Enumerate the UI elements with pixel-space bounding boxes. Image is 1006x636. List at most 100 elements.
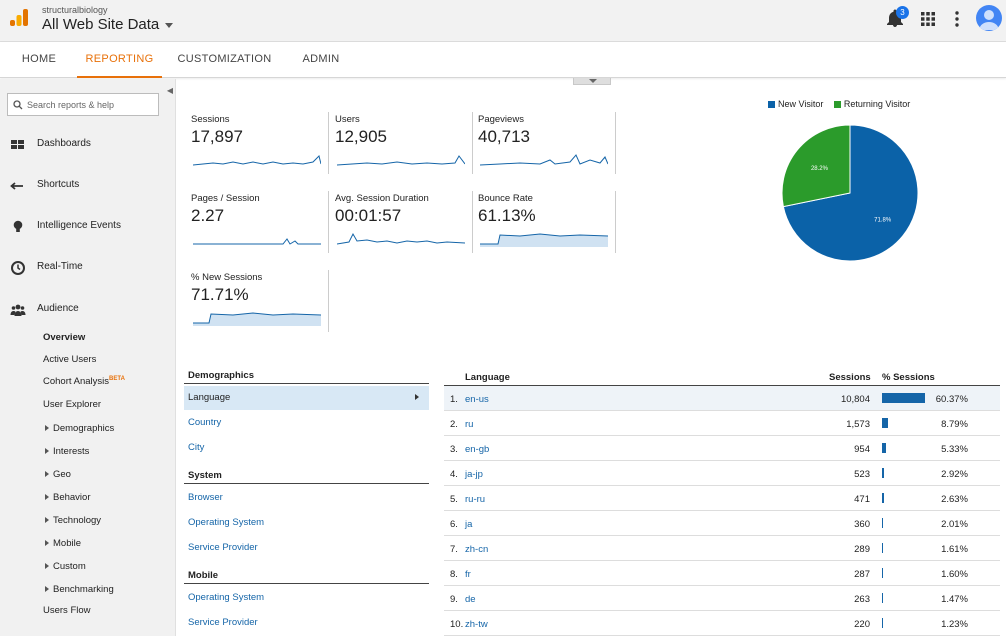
metric-avg-session-duration[interactable]: Avg. Session Duration 00:01:57 [335,191,473,253]
sidebar-sub-interests[interactable]: Interests [43,446,89,457]
expand-arrow-icon [45,517,49,524]
pct-value: 2.92% [941,469,968,480]
sidebar-item-intelligence-events[interactable]: Intelligence Events [0,216,164,238]
sidebar-item-audience[interactable]: Audience [0,299,164,321]
expand-arrow-icon [45,494,49,501]
table-row: 4. ja-jp 523 2.92% [444,461,1000,486]
pct-bar [882,468,884,478]
dim-link-country[interactable]: Country [188,417,222,428]
sidebar-item-real-time[interactable]: Real-Time [0,257,164,279]
metric-bounce-rate[interactable]: Bounce Rate 61.13% [478,191,616,253]
expand-arrow-icon [45,563,49,570]
pie-slice-new-visitor[interactable] [782,124,919,262]
scroll-up-tab[interactable] [573,78,611,85]
tab-admin[interactable]: ADMIN [302,53,340,65]
metric-pages-per-session[interactable]: Pages / Session 2.27 [191,191,329,253]
sidebar-sub-mobile[interactable]: Mobile [43,538,81,549]
pct-bar [882,593,883,603]
language-link[interactable]: zh-tw [465,619,488,630]
sidebar-sub-technology[interactable]: Technology [43,515,101,526]
account-avatar-icon[interactable] [976,5,1002,31]
metric-sessions[interactable]: Sessions 17,897 [191,112,329,174]
sessions-value: 263 [854,594,870,605]
dim-link-city[interactable]: City [188,442,205,453]
pct-value: 2.01% [941,519,968,530]
dim-link-browser[interactable]: Browser [188,492,223,503]
language-link[interactable]: ru [465,419,474,430]
metric-value: 17,897 [191,127,243,146]
sidebar-sub-cohort-analysis[interactable]: Cohort AnalysisBETA [43,376,125,387]
search-icon [13,100,23,110]
dim-link-mobile-service-provider[interactable]: Service Provider [188,617,258,628]
language-link[interactable]: de [465,594,476,605]
sidebar-sub-users-flow[interactable]: Users Flow [43,605,91,616]
analytics-logo-icon[interactable] [9,8,29,28]
search-input[interactable]: Search reports & help [7,93,159,116]
sidebar-sub-benchmarking[interactable]: Benchmarking [43,584,114,595]
pie-slice-returning-visitor[interactable] [781,124,851,208]
table-header: Language Sessions % Sessions [444,369,1000,386]
metric-value: 12,905 [335,127,387,146]
property-selector[interactable]: All Web Site Data [42,16,174,33]
pct-bar [882,493,884,503]
collapse-sidebar-icon[interactable]: ◀ [166,86,174,95]
language-link[interactable]: en-us [465,394,489,405]
sidebar-sub-user-explorer[interactable]: User Explorer [43,399,102,410]
tab-home[interactable]: HOME [21,53,57,65]
pct-bar [882,443,886,453]
sparkline [337,155,465,166]
more-vert-icon[interactable] [946,8,968,30]
tab-reporting[interactable]: REPORTING [77,42,162,78]
tab-customization[interactable]: CUSTOMIZATION [177,53,272,65]
sidebar-sub-overview[interactable]: Overview [43,332,86,343]
sidebar-sub-geo[interactable]: Geo [43,469,71,480]
dim-link-operating-system[interactable]: Operating System [188,517,265,528]
search-placeholder: Search reports & help [27,100,115,110]
row-index: 8. [450,569,458,580]
metric-pageviews[interactable]: Pageviews 40,713 [478,112,616,174]
main-nav: HOME REPORTING CUSTOMIZATION ADMIN [0,42,1006,78]
dim-group-mobile: Mobile [184,570,429,584]
sidebar-item-label: Audience [37,303,79,314]
sidebar-item-shortcuts[interactable]: Shortcuts [0,175,164,197]
row-index: 5. [450,494,458,505]
pct-bar [882,518,883,528]
language-link[interactable]: en-gb [465,444,490,455]
metric-new-sessions[interactable]: % New Sessions 71.71% [191,270,329,332]
language-link[interactable]: ja [465,519,473,530]
notification-count-badge: 3 [896,6,909,19]
dim-link-mobile-operating-system[interactable]: Operating System [188,592,265,603]
language-link[interactable]: fr [465,569,471,580]
language-link[interactable]: ja-jp [465,469,483,480]
sidebar-sub-active-users[interactable]: Active Users [43,354,97,365]
col-pct-sessions: % Sessions [882,372,935,383]
sidebar-sub-demographics[interactable]: Demographics [43,423,114,434]
metric-value: 61.13% [478,206,536,225]
metric-label: Pageviews [478,114,524,125]
metric-users[interactable]: Users 12,905 [335,112,473,174]
pct-value: 2.63% [941,494,968,505]
row-index: 6. [450,519,458,530]
pct-value: 5.33% [941,444,968,455]
visitor-pie-chart[interactable]: 71.8% 28.2% [781,124,919,262]
sparkline [193,312,321,326]
language-link[interactable]: ru-ru [465,494,486,505]
sidebar-item-dashboards[interactable]: Dashboards [0,134,164,156]
pct-bar [882,418,888,428]
apps-grid-icon[interactable] [917,8,939,30]
table-row: 2. ru 1,573 8.79% [444,411,1000,436]
pct-value: 1.47% [941,594,968,605]
metric-value: 40,713 [478,127,530,146]
sidebar-sub-behavior[interactable]: Behavior [43,492,91,503]
sidebar-sub-custom[interactable]: Custom [43,561,86,572]
dim-link-service-provider[interactable]: Service Provider [188,542,258,553]
sessions-value: 471 [854,494,870,505]
legend-swatch [833,101,841,109]
legend-swatch [768,101,775,109]
caret-down-icon [165,22,174,28]
col-sessions: Sessions [829,372,871,383]
language-link[interactable]: zh-cn [465,544,489,555]
dim-link-language[interactable]: Language [184,386,429,410]
sessions-value: 10,804 [840,394,870,405]
row-index: 2. [450,419,458,430]
